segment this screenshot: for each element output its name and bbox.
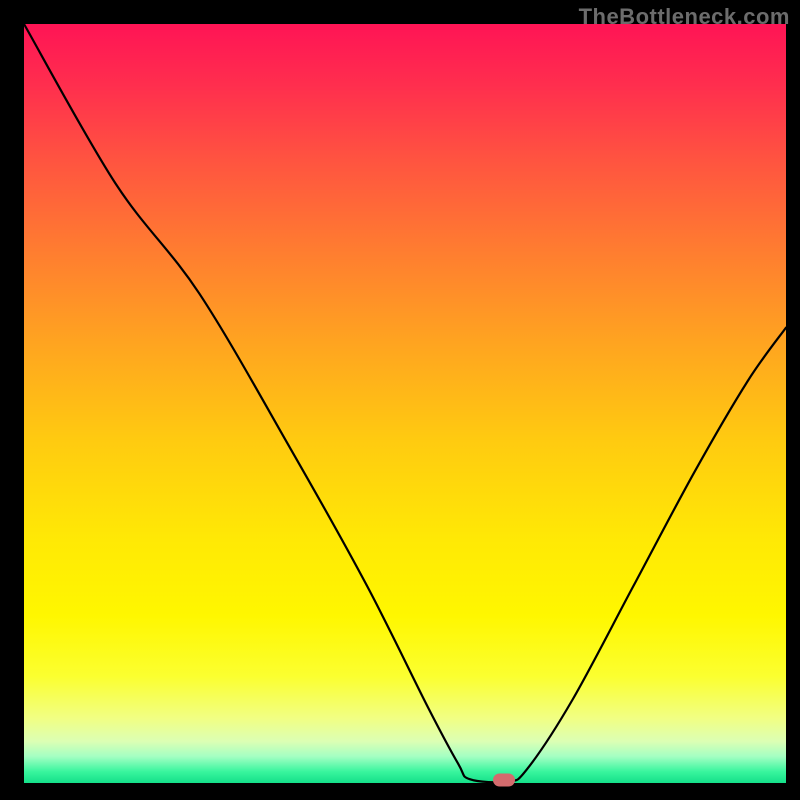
optimal-marker [493,773,515,786]
chart-svg [0,0,800,800]
watermark-text: TheBottleneck.com [579,4,790,30]
chart-container: TheBottleneck.com [0,0,800,800]
plot-background [24,24,786,783]
